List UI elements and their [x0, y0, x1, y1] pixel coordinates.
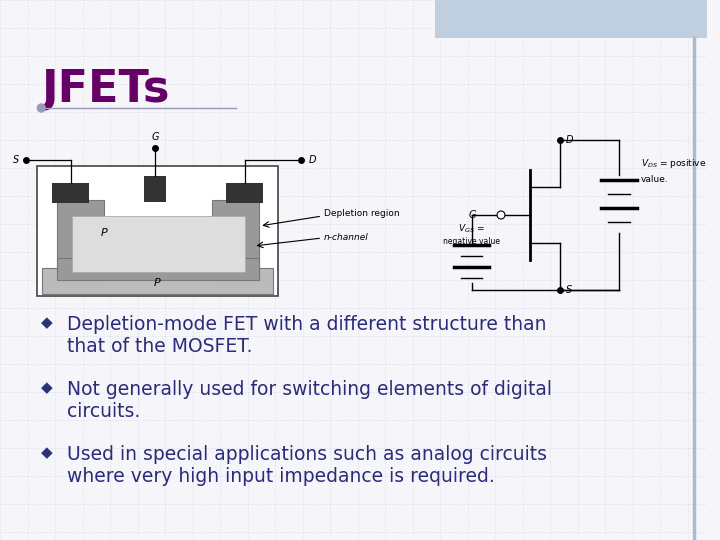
Bar: [42, 268, 273, 294]
Bar: [37, 166, 278, 296]
Text: value.: value.: [641, 174, 668, 184]
Bar: [226, 183, 264, 203]
Text: G: G: [469, 210, 477, 220]
Text: S: S: [14, 155, 19, 165]
Text: where very high input impedance is required.: where very high input impedance is requi…: [67, 467, 495, 486]
Text: P: P: [101, 228, 107, 238]
Text: S: S: [566, 285, 572, 295]
Text: Depletion-mode FET with a different structure than: Depletion-mode FET with a different stru…: [67, 315, 546, 334]
Bar: [72, 216, 245, 272]
Text: Depletion region: Depletion region: [324, 208, 400, 218]
Text: D: D: [308, 155, 316, 165]
Text: Used in special applications such as analog circuits: Used in special applications such as ana…: [67, 445, 546, 464]
Text: G: G: [151, 132, 159, 142]
Bar: [145, 176, 166, 202]
Circle shape: [497, 211, 505, 219]
Text: ◆: ◆: [41, 445, 53, 460]
Circle shape: [37, 104, 45, 112]
Bar: [212, 200, 259, 280]
Bar: [57, 258, 259, 280]
Text: $V_{DS}$ = positive: $V_{DS}$ = positive: [641, 157, 706, 170]
Text: $V_{GS}$ =: $V_{GS}$ =: [458, 222, 485, 235]
Bar: [57, 200, 104, 280]
Text: n-channel: n-channel: [324, 233, 369, 242]
Bar: [52, 183, 89, 203]
Text: Not generally used for switching elements of digital: Not generally used for switching element…: [67, 380, 552, 399]
Bar: [435, 0, 707, 38]
Text: negative value: negative value: [443, 237, 500, 246]
Text: P: P: [154, 278, 161, 288]
Text: that of the MOSFET.: that of the MOSFET.: [67, 337, 252, 356]
Text: JFETs: JFETs: [41, 68, 170, 111]
Text: ◆: ◆: [41, 380, 53, 395]
Text: circuits.: circuits.: [67, 402, 140, 421]
Text: ◆: ◆: [41, 315, 53, 330]
Text: D: D: [566, 135, 573, 145]
